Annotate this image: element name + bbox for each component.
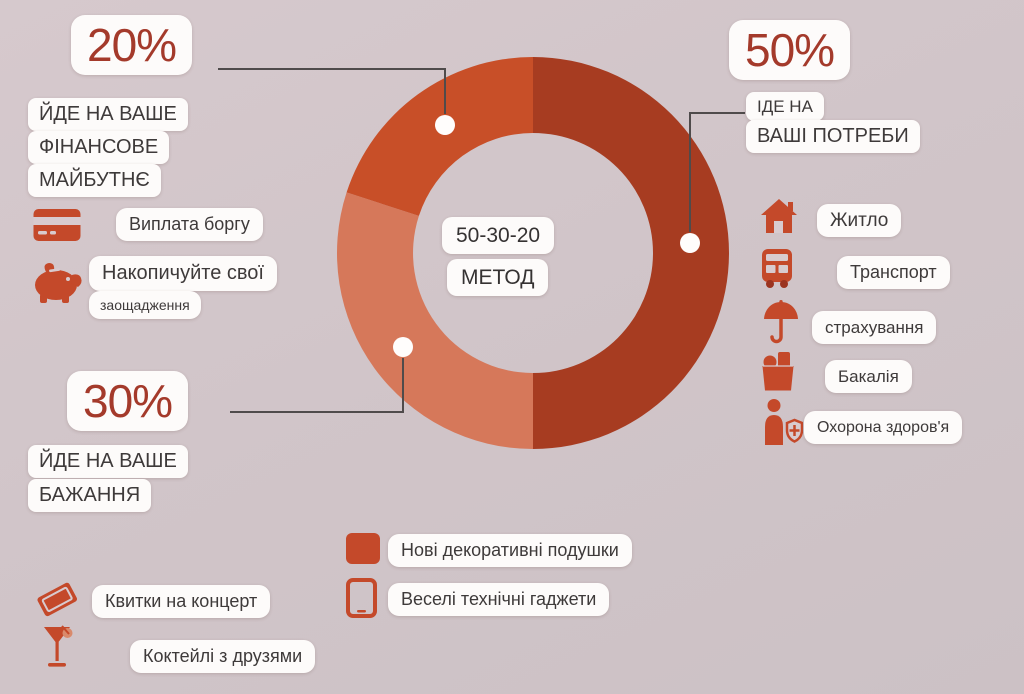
sec30-item-label: Веселі технічні гаджети <box>388 583 610 616</box>
ticket-icon <box>36 579 78 619</box>
donut-segment-50 <box>533 57 729 449</box>
donut-segment-20 <box>346 57 533 216</box>
sec30-desc-line: БАЖАННЯ <box>28 479 152 512</box>
sec50-item-label: Бакалія <box>825 360 912 393</box>
pillow-icon <box>344 531 382 567</box>
sec30-item-label: Нові декоративні подушки <box>388 534 632 567</box>
sec20-desc-line: ЙДЕ НА ВАШЕ <box>28 98 188 131</box>
donut-segment-30 <box>336 192 533 449</box>
percent-badge-30: 30% <box>67 371 189 431</box>
sec50-item-label: Транспорт <box>837 256 950 289</box>
sec50-item-label: страхування <box>812 311 937 344</box>
bus-icon <box>760 248 794 288</box>
sec30-item-label: Квитки на концерт <box>92 585 271 618</box>
sec50-desc-line: ВАШІ ПОТРЕБИ <box>746 120 920 153</box>
sec30-desc-line: ЙДЕ НА ВАШЕ <box>28 445 188 478</box>
callout-dot-30 <box>393 337 413 357</box>
callout-dot-50 <box>680 233 700 253</box>
donut-center-label-method-word: МЕТОД <box>447 259 549 296</box>
sec20-item-sublabel: заощадження <box>89 291 201 319</box>
grocery-bag-icon <box>761 349 795 391</box>
sec50-item-label: Житло <box>817 204 902 237</box>
callout-line-50 <box>689 112 745 232</box>
sec50-item-label: Охорона здоров'я <box>804 411 963 444</box>
sec20-desc-line: МАЙБУТНЄ <box>28 164 161 197</box>
cocktail-icon <box>43 625 75 671</box>
sec30-item-label: Коктейлі з друзями <box>130 640 316 673</box>
percent-badge-50: 50% <box>729 20 851 80</box>
credit-card-icon <box>33 206 81 244</box>
donut-center-label-method-numbers: 50-30-20 <box>442 217 555 254</box>
percent-badge-20: 20% <box>71 15 193 75</box>
umbrella-icon <box>763 300 799 346</box>
sec20-item-label: Виплата боргу <box>116 208 263 241</box>
callout-line-30 <box>230 358 404 413</box>
sec50-desc-line: ІДЕ НА <box>746 92 824 121</box>
sec20-item-label: Накопичуйте свої <box>89 256 277 291</box>
person-shield-icon <box>761 398 803 446</box>
piggy-bank-icon <box>32 260 84 304</box>
tablet-icon <box>346 578 377 618</box>
callout-line-20 <box>218 68 446 114</box>
house-icon <box>761 199 797 233</box>
sec20-desc-line: ФІНАНСОВЕ <box>28 131 170 164</box>
callout-dot-20 <box>435 115 455 135</box>
